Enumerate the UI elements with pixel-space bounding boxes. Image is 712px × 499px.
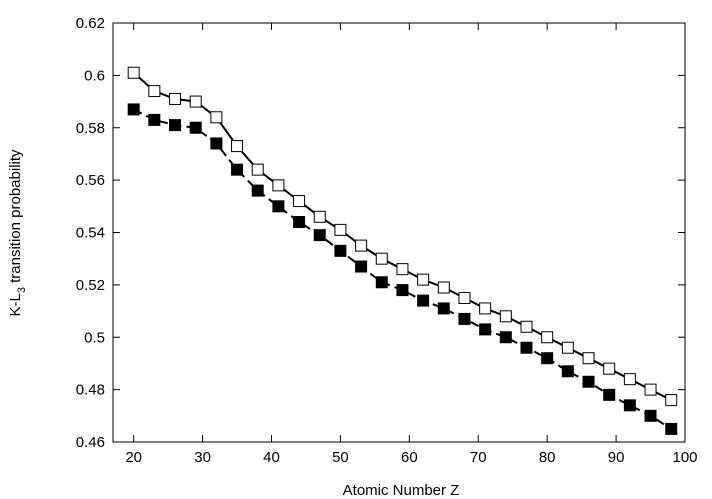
series-1-point [644,383,657,396]
series-1-point [210,111,223,124]
series-1-point [541,331,554,344]
series-2-point [334,244,347,257]
series-2-point [437,302,450,315]
series-1-point [272,179,285,192]
series-1-point [189,95,202,108]
series-1-point [665,394,678,407]
x-axis-title: Atomic Number Z [343,482,460,499]
series-2-point [644,409,657,422]
series-1-point [375,252,388,265]
y-axis-title-base: K-L [7,293,24,316]
series-2-point [313,229,326,242]
series-1-point [355,239,368,252]
series-2-point [210,137,223,150]
series-2-point [479,323,492,336]
x-tick-label: 60 [401,449,418,466]
series-1-point [293,195,306,208]
series-1-point [499,310,512,323]
y-tick-label: 0.54 [76,225,105,242]
y-tick-label: 0.5 [84,329,105,346]
x-tick-label: 90 [608,449,625,466]
x-tick-label: 20 [125,449,142,466]
series-2-point [623,399,636,412]
series-2-point [375,276,388,289]
y-tick-label: 0.52 [76,277,105,294]
series-2-point [458,312,471,325]
y-axis-title: K-L3 transition probability [7,149,28,317]
series-2-point [603,388,616,401]
series-2-point [231,163,244,176]
series-1-point [603,362,616,375]
series-2-point [355,260,368,273]
x-tick-label: 30 [194,449,211,466]
series-1-point [417,273,430,286]
series-1-point [479,302,492,315]
series-2-point [293,216,306,229]
series-2-point [520,341,533,354]
series-1-point [458,291,471,304]
plot-area: 20 30 40 50 60 70 80 90 100 0.46 0.48 0.5 0.52 0.54 0.… [76,15,698,466]
y-tick-label: 0.58 [76,120,105,137]
y-tick-label: 0.46 [76,434,105,451]
series-2-point [169,119,182,132]
series-2-point [665,422,678,435]
y-axis-title-subscript: 3 [16,287,28,293]
x-tick-label: 80 [539,449,556,466]
series-2-point [417,294,430,307]
series-1-point [169,92,182,105]
x-tick-label: 50 [332,449,349,466]
series-1-point [623,373,636,386]
series-1-point [437,281,450,294]
series-2-point [561,365,574,378]
series-2-point [251,184,264,197]
y-tick-label: 0.48 [76,382,105,399]
series-1-point [148,85,161,98]
y-tick-label: 0.56 [76,172,105,189]
y-tick-label: 0.6 [84,67,105,84]
series-2-point [582,375,595,388]
series-2-point [541,352,554,365]
x-tick-label: 70 [470,449,487,466]
series-1-point [334,223,347,236]
series-1-point [520,320,533,333]
series-1-point [127,66,140,79]
series-1-point [251,163,264,176]
series-2-point [127,103,140,116]
series-1-point [582,352,595,365]
series-2-point [499,331,512,344]
series-1-point [561,341,574,354]
plot-frame [112,22,686,443]
y-axis-title-rest: transition probability [7,149,24,287]
series-2-point [148,113,161,126]
series-2-point [272,200,285,213]
x-tick-label: 40 [263,449,280,466]
series-1-point [231,140,244,153]
y-tick-label: 0.62 [76,15,105,32]
series-1-point [396,263,409,276]
series-2-point [189,121,202,134]
series-1-point [313,210,326,223]
series-2-point [396,284,409,297]
x-tick-label: 100 [672,449,697,466]
